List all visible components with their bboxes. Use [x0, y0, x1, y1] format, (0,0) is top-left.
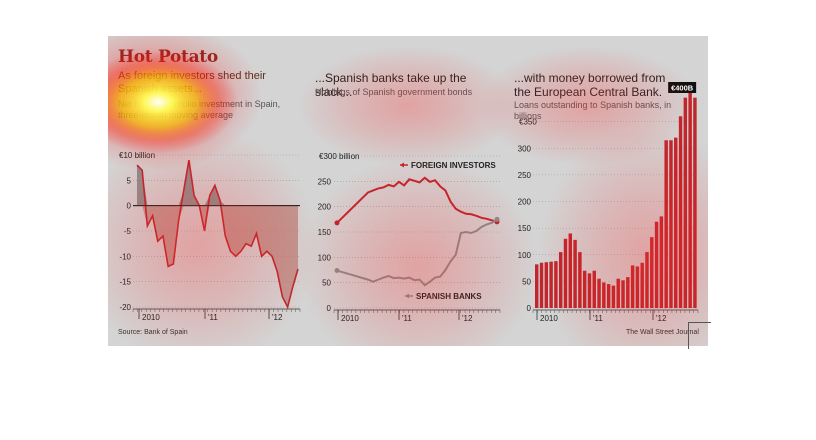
- series-foreign-investors-line: [336, 176, 498, 224]
- bar: [659, 216, 664, 308]
- bar: [611, 285, 616, 308]
- y-unit-label: €10 billion: [119, 151, 155, 160]
- bar: [621, 280, 625, 308]
- legend-arrow-banks: [405, 293, 409, 299]
- y-tick-label: -10: [119, 252, 131, 261]
- bar: [664, 140, 668, 308]
- x-tick-label: '11: [593, 314, 603, 323]
- infographic: Hot Potato As foreign investors shed the…: [108, 36, 708, 346]
- x-tick-label: '12: [656, 314, 667, 323]
- y-tick-label: 0: [527, 304, 532, 313]
- legend-label-banks: SPANISH BANKS: [416, 292, 482, 301]
- y-tick-label: 50: [522, 277, 531, 286]
- bar: [630, 265, 635, 308]
- y-tick-label: 0: [127, 202, 132, 211]
- bar: [578, 252, 582, 308]
- bar: [674, 137, 678, 308]
- y-tick-label: 250: [518, 171, 532, 180]
- bar: [616, 278, 620, 308]
- bar: [645, 252, 649, 308]
- y-tick-label: 150: [518, 224, 532, 233]
- bar: [635, 266, 640, 308]
- bar: [640, 262, 644, 308]
- callout-label: €400B: [671, 84, 694, 93]
- legend-label-foreign: FOREIGN INVESTORS: [411, 161, 496, 170]
- bar: [606, 284, 611, 308]
- bar: [693, 97, 697, 308]
- bar: [535, 264, 539, 308]
- x-tick-label: 2010: [540, 314, 558, 323]
- legend-arrow-foreign: [400, 162, 404, 168]
- bar: [587, 273, 592, 308]
- series-spanish-banks-endpoint: [494, 216, 500, 222]
- y-tick-label: -20: [119, 303, 131, 312]
- x-tick-label: 2010: [142, 313, 160, 322]
- chart-ecb-loans: 300 250 200 150 100 50 0 €350 €400B 2010 '11 '12: [518, 82, 699, 323]
- bar: [626, 277, 630, 308]
- y-unit-label: €300 billion: [319, 152, 359, 161]
- y-tick-label: -15: [119, 278, 131, 287]
- bar: [602, 282, 606, 308]
- series-spanish-banks-line: [336, 218, 498, 287]
- bar: [539, 262, 544, 308]
- y-tick-label: 150: [318, 228, 332, 237]
- series-foreign-investors-endpoint: [334, 220, 340, 226]
- series-spanish-banks-endpoint: [334, 268, 340, 274]
- y-tick-label: 250: [318, 177, 332, 186]
- bar: [597, 278, 601, 308]
- y-tick-label: 200: [318, 203, 332, 212]
- bar: [688, 92, 692, 309]
- x-tick-label: '12: [462, 314, 473, 323]
- bar: [573, 239, 577, 308]
- bar: [678, 116, 683, 308]
- bar: [592, 270, 596, 308]
- bar: [582, 270, 587, 308]
- y-tick-label: 0: [327, 304, 332, 313]
- bar: [563, 238, 568, 308]
- y-tick-label: 300: [518, 144, 532, 153]
- x-tick-label: '12: [272, 313, 283, 322]
- y-tick-label: 50: [322, 279, 331, 288]
- y-tick-label: 100: [518, 251, 532, 260]
- bar: [554, 261, 558, 308]
- bar: [558, 252, 563, 308]
- bar: [549, 261, 553, 308]
- y-tick-label: 200: [518, 198, 532, 207]
- x-tick-label: 2010: [341, 314, 359, 323]
- bar: [654, 221, 659, 308]
- chart-foreign-investment: 5 0 -5 -10 -15 -20 €10 billion 2010 '11 '12: [119, 151, 301, 322]
- area-positive: [137, 160, 298, 206]
- y-unit-label: €350: [519, 118, 537, 127]
- x-tick-label: '11: [208, 313, 218, 322]
- bar: [544, 262, 549, 308]
- y-tick-label: 5: [127, 176, 132, 185]
- chart-bond-holdings: 250 200 150 100 50 0 €300 billion FOREIGN INVES…: [318, 152, 501, 323]
- bar: [669, 140, 673, 308]
- x-tick-label: '11: [402, 314, 412, 323]
- y-tick-label: 100: [318, 253, 332, 262]
- bar: [568, 233, 573, 308]
- y-tick-label: -5: [124, 227, 132, 236]
- bar: [683, 97, 688, 308]
- frame-corner-mark: [688, 322, 711, 349]
- bar: [650, 237, 654, 308]
